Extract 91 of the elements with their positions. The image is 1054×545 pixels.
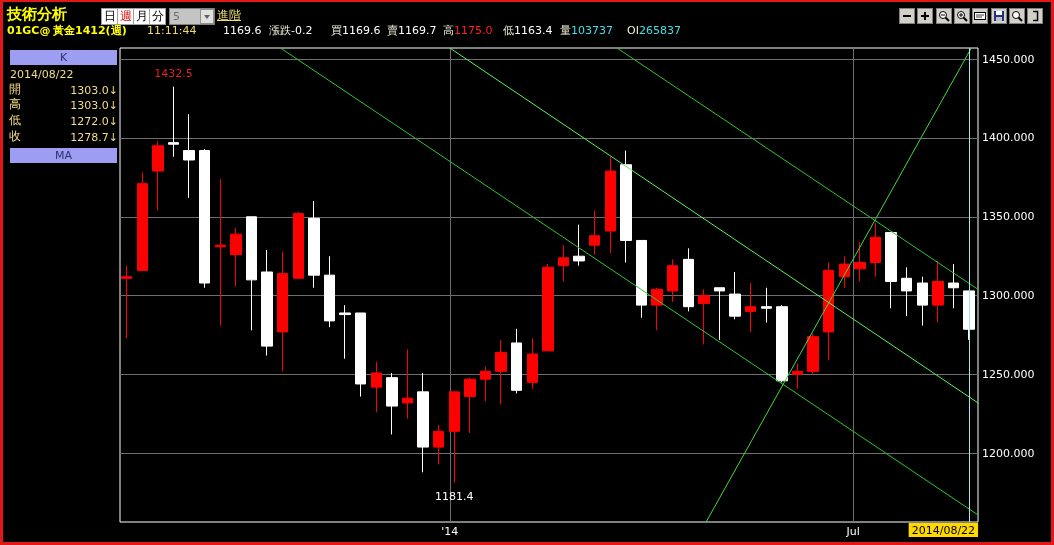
candlestick (215, 178, 226, 327)
candlestick (698, 288, 710, 346)
text: 漲跌-0.2 (269, 24, 313, 37)
candlestick (433, 424, 444, 465)
candlestick (480, 366, 491, 402)
y-tick-label: 1250.000 (982, 368, 1035, 382)
ref-line-label: 2014/08/22 (911, 524, 976, 537)
text: 高1175.0 (443, 24, 493, 37)
y-tick-label: 1200.000 (982, 446, 1035, 460)
text: 01GC@ (7, 24, 51, 37)
text: 黃金1412(週) (53, 24, 127, 37)
text: 高 (9, 97, 21, 111)
candlestick (792, 362, 803, 390)
text: 1278.7↓ (70, 131, 118, 144)
candlestick (901, 266, 912, 317)
candlestick (183, 113, 195, 199)
candlestick (745, 282, 756, 333)
candlestick (339, 304, 351, 360)
dropdown: 5 (169, 8, 215, 25)
candlestick (573, 224, 585, 267)
candlestick (511, 328, 522, 394)
text: 量103737 (560, 24, 613, 37)
candlestick (324, 255, 335, 328)
candlestick (776, 304, 788, 383)
chart-title: 技術分析 (7, 5, 67, 23)
candlestick (168, 86, 179, 158)
candlestick (589, 209, 600, 256)
candlestick (932, 260, 944, 323)
text: 開 (9, 82, 21, 96)
candlestick (823, 262, 834, 361)
candlestick (308, 200, 320, 289)
candlestick (371, 361, 382, 413)
candlestick (277, 250, 288, 372)
candlestick (761, 287, 772, 323)
candlestick (917, 276, 928, 327)
candlestick (464, 377, 476, 434)
text: 1272.0↓ (70, 115, 118, 128)
annotation: 1432.5 (154, 66, 193, 80)
candlestick (963, 290, 975, 341)
candlestick (417, 372, 429, 473)
header-cell: K (10, 50, 117, 65)
y-tick-label: 1400.000 (982, 131, 1035, 145)
text: 1303.0↓ (70, 84, 118, 97)
candlestick (293, 211, 304, 279)
candlestick (137, 172, 148, 271)
candlestick (870, 222, 881, 278)
candlestick (854, 241, 866, 282)
candlestick (667, 258, 678, 303)
candlestick (402, 348, 413, 420)
candlestick (246, 216, 257, 331)
candlestick (542, 263, 554, 352)
candlestick (807, 333, 819, 376)
x-tick-label: Jul (845, 525, 860, 538)
candlestick (199, 148, 210, 289)
text: 低 (9, 113, 21, 127)
tab-button: 分 (149, 8, 166, 25)
y-tick-label: 1450.000 (982, 52, 1035, 66)
candlestick (230, 227, 242, 287)
candlestick (449, 391, 460, 484)
candlestick (651, 287, 663, 331)
candlestick (558, 244, 569, 282)
text: OI265837 (627, 24, 681, 37)
text: 低1163.4 (503, 24, 553, 37)
candlestick (121, 265, 132, 339)
candlestick (729, 271, 741, 320)
text: 1169.6 (223, 24, 262, 37)
text: 進階 (217, 8, 241, 22)
candlestick (495, 339, 507, 405)
candlestick (683, 247, 694, 312)
header-cell: MA (10, 148, 117, 163)
annotation: 1181.4 (435, 489, 474, 503)
candlestick (885, 232, 897, 309)
candlestick (605, 156, 616, 254)
x-tick-label: '14 (441, 525, 459, 538)
candlestick (261, 249, 273, 357)
candlestick (636, 239, 647, 319)
candlestick (620, 150, 632, 264)
candlestick (355, 312, 366, 398)
candlestick (527, 337, 538, 390)
y-tick-label: 1300.000 (982, 289, 1035, 303)
text: 賣1169.7 (387, 24, 437, 37)
candlestick (386, 372, 398, 435)
candlestick (948, 263, 959, 309)
y-tick-label: 1350.000 (982, 210, 1035, 224)
text: 1303.0↓ (70, 99, 118, 112)
text: 收 (9, 129, 21, 143)
candlestick (152, 140, 164, 211)
text: 11:11:44 (147, 24, 197, 37)
text: 買1169.6 (331, 24, 381, 37)
candlestick (714, 287, 725, 341)
text: 2014/08/22 (10, 68, 74, 81)
